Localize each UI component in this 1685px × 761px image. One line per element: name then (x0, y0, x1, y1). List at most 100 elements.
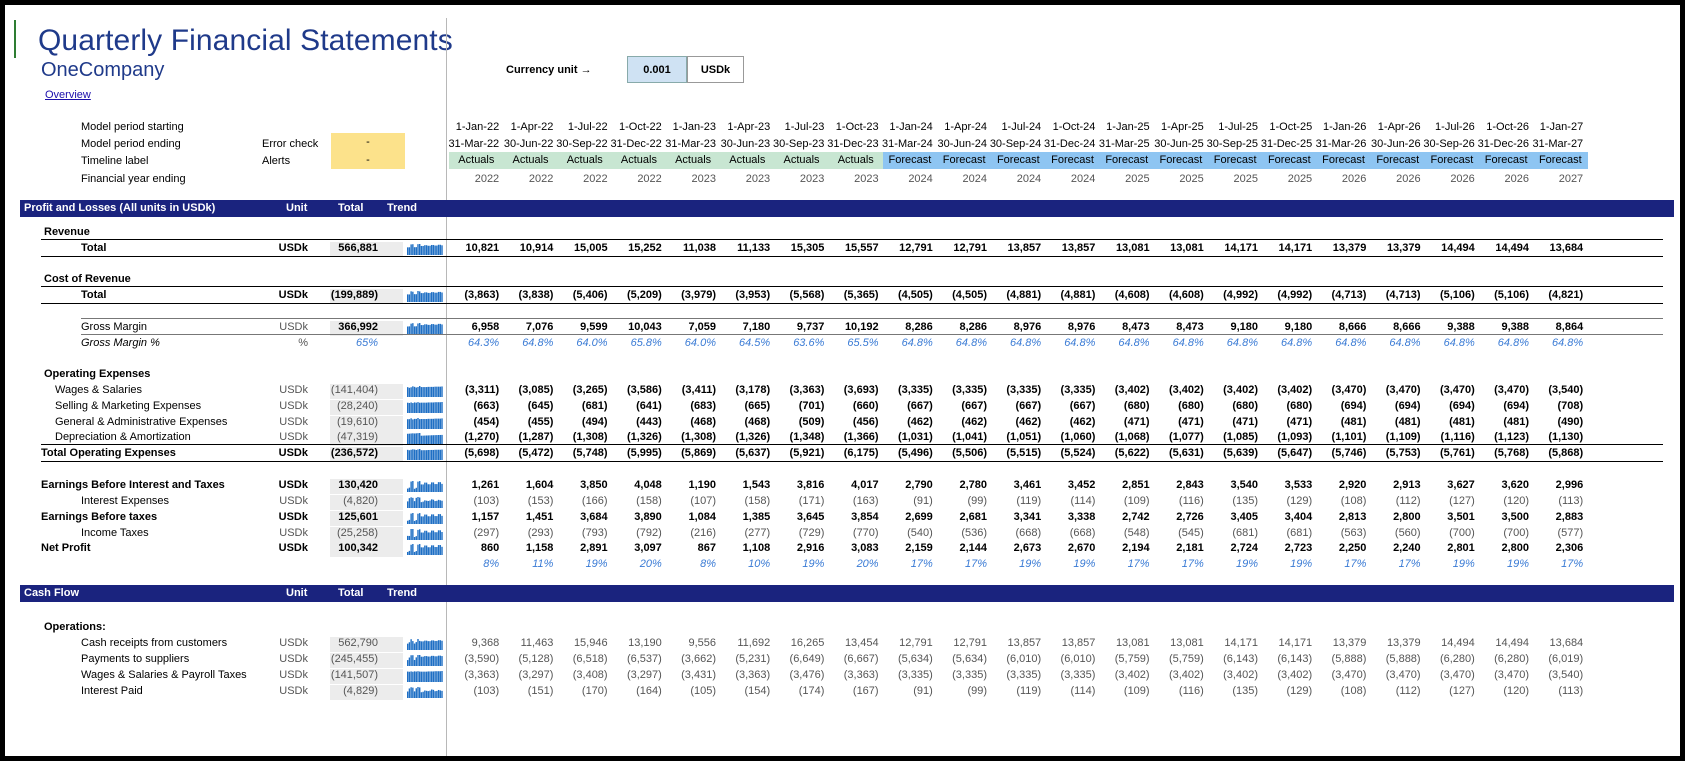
row-cash-receipts-value[interactable]: 13,379 (1332, 637, 1367, 649)
row-wages-payroll-value[interactable]: (3,470) (1385, 669, 1421, 681)
row-interest-value[interactable]: (112) (1395, 495, 1421, 507)
row-interest-value[interactable]: (166) (581, 495, 608, 507)
row-payments-suppliers-total[interactable]: (245,455) (330, 653, 378, 665)
row-gross-margin-pct-value[interactable]: 64.8% (1226, 337, 1258, 349)
row-income-taxes-value[interactable]: (792) (636, 527, 662, 539)
period-start-cell[interactable]: 1-Jan-24 (889, 121, 933, 133)
row-interest-paid-value[interactable]: (103) (473, 685, 500, 697)
row-net-margin-value[interactable]: 17% (1344, 558, 1367, 570)
row-da-value[interactable]: (1,031) (897, 431, 933, 443)
row-interest-paid-value[interactable]: (113) (1558, 685, 1584, 697)
timeline-label-cell[interactable]: Forecast (1045, 152, 1100, 169)
row-ga-value[interactable]: (481) (1394, 416, 1421, 428)
row-income-taxes-value[interactable]: (700) (1449, 527, 1475, 539)
row-payments-suppliers-value[interactable]: (6,280) (1494, 653, 1529, 665)
period-start-cell[interactable]: 1-Jan-25 (1106, 121, 1150, 133)
row-net-margin-value[interactable]: 17% (1398, 558, 1421, 570)
row-interest-value[interactable]: (153) (527, 495, 554, 507)
row-cash-receipts-value[interactable]: 11,692 (737, 637, 771, 649)
row-income-taxes-value[interactable]: (770) (852, 527, 879, 539)
period-end-cell[interactable]: 31-Dec-26 (1477, 138, 1529, 150)
row-payments-suppliers-value[interactable]: (6,537) (626, 653, 662, 665)
row-net-margin-value[interactable]: 8% (483, 558, 500, 570)
row-selling-value[interactable]: (680) (1178, 400, 1204, 412)
row-interest-value[interactable]: (107) (690, 495, 716, 507)
row-payments-suppliers-value[interactable]: (5,634) (952, 653, 987, 665)
row-gross-margin-pct-value[interactable]: 64.8% (901, 337, 933, 349)
row-rev-total-value[interactable]: 13,857 (1007, 242, 1042, 254)
row-interest-value[interactable]: (163) (852, 495, 879, 507)
row-net-profit-value[interactable]: 2,306 (1555, 542, 1584, 554)
row-cor-total-value[interactable]: (5,406) (572, 289, 608, 301)
period-start-cell[interactable]: 1-Jan-26 (1322, 121, 1367, 133)
row-cor-total-value[interactable]: (4,713) (1385, 289, 1421, 301)
row-ebt-value[interactable]: 3,404 (1284, 511, 1313, 523)
timeline-label-cell[interactable]: Actuals (557, 152, 613, 169)
row-selling-value[interactable]: (683) (690, 400, 716, 412)
row-interest-paid-value[interactable]: (164) (636, 685, 662, 697)
row-cash-receipts-value[interactable]: 14,494 (1495, 637, 1529, 649)
row-wages-value[interactable]: (3,178) (735, 384, 771, 396)
row-wages-payroll-value[interactable]: (3,402) (1277, 669, 1313, 681)
row-net-margin-value[interactable]: 17% (910, 558, 933, 570)
row-ga-value[interactable]: (462) (961, 416, 987, 428)
row-ebit-value[interactable]: 4,017 (851, 479, 879, 491)
row-gross-margin-pct-value[interactable]: 64.8% (1280, 337, 1313, 349)
row-net-profit-value[interactable]: 2,194 (1122, 542, 1150, 554)
row-ebt-value[interactable]: 1,385 (742, 511, 771, 523)
row-ga-value[interactable]: (456) (852, 416, 879, 428)
row-wages-value[interactable]: (3,402) (1114, 384, 1150, 396)
row-net-margin-value[interactable]: 19% (1235, 558, 1258, 570)
row-selling-value[interactable]: (667) (907, 400, 933, 412)
row-gross-margin-value[interactable]: 9,388 (1501, 321, 1529, 333)
row-payments-suppliers-value[interactable]: (6,010) (1006, 653, 1042, 665)
row-gross-margin-pct-value[interactable]: 64.8% (1443, 337, 1475, 349)
row-net-margin-value[interactable]: 17% (1127, 558, 1150, 570)
period-start-cell[interactable]: 1-Oct-24 (1052, 121, 1096, 133)
timeline-label-cell[interactable]: Forecast (1370, 152, 1426, 169)
row-selling-value[interactable]: (694) (1340, 400, 1367, 412)
period-end-cell[interactable]: 30-Jun-26 (1371, 138, 1421, 150)
fiscal-year-cell[interactable]: 2026 (1450, 173, 1475, 185)
row-rev-total-value[interactable]: 12,791 (899, 242, 933, 254)
row-cor-total-value[interactable]: (3,979) (681, 289, 716, 301)
row-ebit-value[interactable]: 1,604 (525, 479, 554, 491)
row-ebit-value[interactable]: 2,843 (1176, 479, 1204, 491)
row-ga-value[interactable]: (468) (690, 416, 716, 428)
row-gross-margin-pct-value[interactable]: 64.8% (522, 337, 554, 349)
row-rev-total-value[interactable]: 12,791 (953, 242, 987, 254)
row-income-taxes-value[interactable]: (668) (1069, 527, 1096, 539)
row-net-profit-value[interactable]: 1,158 (525, 542, 554, 554)
row-interest-value[interactable]: (108) (1340, 495, 1367, 507)
row-selling-value[interactable]: (667) (961, 400, 987, 412)
fiscal-year-cell[interactable]: 2022 (583, 173, 608, 185)
row-selling-value[interactable]: (694) (1394, 400, 1421, 412)
row-ebt-value[interactable]: 1,157 (471, 511, 500, 523)
row-cor-total-value[interactable]: (3,838) (518, 289, 554, 301)
row-interest-value[interactable]: (135) (1232, 495, 1258, 507)
row-da-value[interactable]: (1,077) (1168, 431, 1204, 443)
row-interest-paid-value[interactable]: (151) (527, 685, 554, 697)
row-ebit-value[interactable]: 3,816 (796, 479, 825, 491)
row-wages-value[interactable]: (3,411) (681, 384, 716, 396)
row-rev-total-value[interactable]: 15,557 (844, 242, 879, 254)
row-payments-suppliers-value[interactable]: (6,280) (1439, 653, 1475, 665)
row-cash-receipts-value[interactable]: 12,791 (953, 637, 987, 649)
row-cor-total-value[interactable]: (4,881) (1006, 289, 1042, 301)
row-cash-receipts-value[interactable]: 13,190 (628, 637, 662, 649)
row-net-profit-value[interactable]: 2,250 (1338, 542, 1367, 554)
period-end-cell[interactable]: 30-Sep-23 (773, 138, 825, 150)
row-wages-value[interactable]: (3,265) (572, 384, 608, 396)
row-total-opex-value[interactable]: (5,622) (1114, 447, 1150, 459)
row-payments-suppliers-value[interactable]: (6,019) (1548, 653, 1584, 665)
row-rev-total-value[interactable]: 15,305 (790, 242, 825, 254)
row-ebit-value[interactable]: 1,261 (471, 479, 500, 491)
row-ga-value[interactable]: (455) (527, 416, 554, 428)
row-gross-margin-value[interactable]: 9,388 (1447, 321, 1475, 333)
period-end-cell[interactable]: 31-Dec-23 (827, 138, 879, 150)
row-ebt-value[interactable]: 3,854 (851, 511, 879, 523)
row-ebit-value[interactable]: 2,920 (1338, 479, 1367, 491)
row-gross-margin-pct-value[interactable]: 64.3% (467, 337, 500, 349)
row-ebit-value[interactable]: 2,780 (959, 479, 987, 491)
row-net-margin-value[interactable]: 10% (748, 558, 771, 570)
